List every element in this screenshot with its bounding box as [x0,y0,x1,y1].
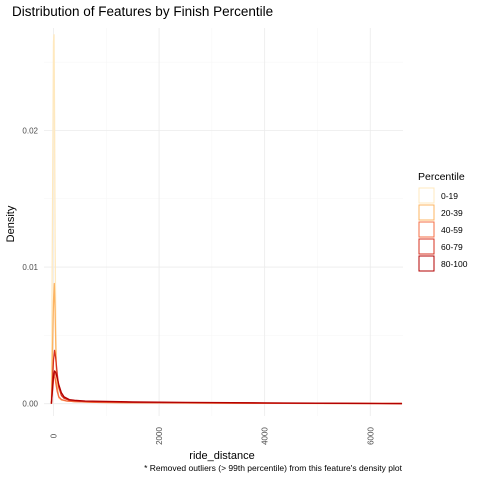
y-axis-ticks: 0.00 0.01 0.02 [22,126,38,408]
x-tick-label: 6000 [366,427,375,445]
legend-key-40-59 [418,221,435,238]
legend-label-20-39: 20-39 [441,208,463,218]
y-tick-label: 0.00 [22,400,38,409]
density-curve-60-79 [50,349,402,405]
density-curve-40-59 [50,373,402,405]
legend: Percentile 0-19 20-39 40-59 60-79 80-100 [418,171,468,272]
density-curves [50,34,402,405]
chart-title: Distribution of Features by Finish Perce… [12,4,273,19]
y-tick-label: 0.02 [22,126,38,135]
legend-key-80-100 [418,255,435,272]
legend-key-60-79 [418,238,435,255]
x-axis-title: ride_distance [189,450,254,462]
x-axis-ticks: 0 2000 4000 6000 [50,427,376,445]
density-curve-80-100 [50,370,402,405]
density-curve-20-39 [50,282,402,405]
chart-caption: * Removed outliers (> 99th percentile) f… [144,463,403,473]
legend-title: Percentile [418,171,465,183]
y-tick-label: 0.01 [22,263,38,272]
x-tick-label: 2000 [155,427,164,445]
legend-key-0-19 [418,187,435,204]
x-tick-label: 4000 [261,427,270,445]
plot-grid [44,28,403,416]
x-tick-label: 0 [50,433,59,438]
legend-key-20-39 [418,204,435,221]
density-curve-0-19 [50,34,402,405]
legend-label-0-19: 0-19 [441,191,458,201]
legend-label-40-59: 40-59 [441,225,463,235]
legend-label-80-100: 80-100 [441,259,468,269]
y-axis-title: Density [5,205,17,242]
legend-label-60-79: 60-79 [441,242,463,252]
